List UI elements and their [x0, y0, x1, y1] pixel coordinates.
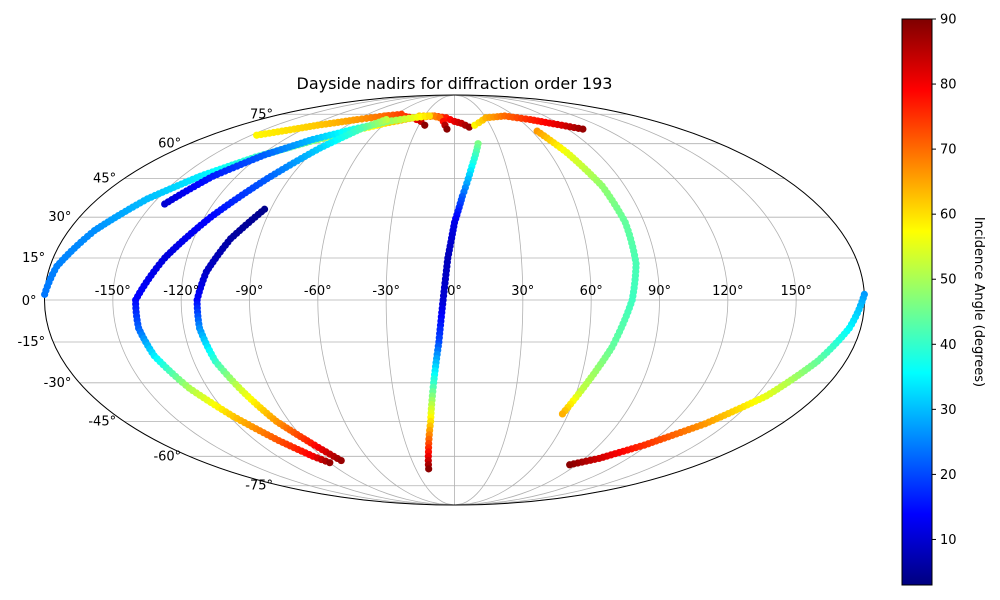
latitude-tick-label: -45°	[88, 414, 116, 429]
colorbar-tick-label: 50	[940, 273, 957, 288]
track-0-point	[465, 123, 473, 131]
latitude-tick-label: -60°	[153, 449, 181, 464]
colorbar-tick-label: 80	[940, 78, 957, 93]
latitude-tick-label: 60°	[158, 137, 181, 152]
colorbar-ticks: 10 20 30 40 50 60 70 80 90	[932, 13, 957, 548]
colorbar-tick-label: 70	[940, 143, 957, 158]
latitude-tick-label: 45°	[93, 172, 116, 187]
latitude-tick-label: 0°	[22, 294, 37, 309]
track-9-point	[558, 410, 567, 418]
track-2-point	[443, 125, 451, 133]
latitude-tick-label: 15°	[22, 251, 45, 266]
track-1-point	[421, 121, 429, 129]
colorbar-tick-label: 10	[940, 533, 957, 548]
track-10-point	[566, 461, 574, 469]
track-4-point	[425, 112, 433, 120]
chart-title: Dayside nadirs for diffraction order 193	[297, 74, 613, 93]
colorbar-tick-label: 40	[940, 338, 957, 353]
track-8-point	[579, 125, 587, 133]
longitude-tick-label: 60°	[580, 284, 603, 299]
longitude-tick-label: -60°	[304, 284, 332, 299]
longitude-tick-label: 30°	[511, 284, 534, 299]
graticule-grid	[44, 95, 865, 505]
longitude-tick-label: 90°	[648, 284, 671, 299]
longitude-tick-label: -120°	[163, 284, 199, 299]
longitude-tick-label: 120°	[712, 284, 743, 299]
track-5-point	[326, 459, 334, 467]
longitude-tick-label: -90°	[236, 284, 264, 299]
longitude-tick-label: -30°	[372, 284, 400, 299]
latitude-tick-labels: -75° -60° -45° -30° -15° 0° 15° 30° 45° 60° 75°	[17, 107, 273, 493]
latitude-tick-label: -75°	[245, 479, 273, 494]
track-6-point	[337, 456, 345, 465]
longitude-tick-label: 0°	[447, 284, 462, 299]
longitude-tick-label: -150°	[95, 284, 131, 299]
longitude-tick-label: 150°	[781, 284, 812, 299]
latitude-tick-label: 75°	[250, 107, 273, 122]
nadir-points	[41, 110, 868, 473]
latitude-tick-label: 30°	[48, 210, 71, 225]
colorbar-label: Incidence Angle (degrees)	[971, 217, 986, 387]
colorbar-gradient	[901, 18, 933, 586]
colorbar: 10 20 30 40 50 60 70 80 90 Incidence Angle (degr…	[901, 13, 986, 586]
colorbar-tick-label: 90	[940, 13, 957, 28]
track-7-point	[425, 465, 433, 473]
colorbar-tick-label: 20	[940, 468, 957, 483]
latitude-tick-label: -15°	[17, 335, 45, 350]
colorbar-tick-label: 60	[940, 208, 957, 223]
longitude-tick-labels: -150° -120° -90° -60° -30° 0° 30° 60° 90° 120° 150…	[95, 284, 812, 299]
colorbar-tick-label: 30	[940, 403, 957, 418]
latitude-tick-label: -30°	[44, 376, 72, 391]
